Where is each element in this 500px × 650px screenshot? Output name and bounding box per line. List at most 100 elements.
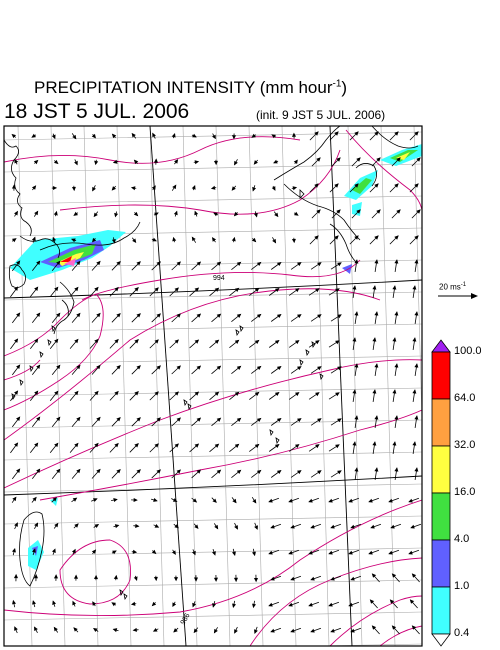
wind-vector-head — [154, 391, 159, 396]
wind-vector-head — [72, 600, 77, 606]
wind-vector-head — [153, 497, 158, 502]
wind-vector-head — [274, 391, 280, 397]
wind-vector-head — [14, 338, 19, 343]
wind-vector-head — [354, 467, 359, 472]
wind-vector-head — [348, 550, 353, 555]
wind-vector-head — [36, 416, 41, 422]
wind-vector-head — [276, 313, 282, 319]
legend-level-label: 4.0 — [454, 533, 470, 545]
wind-vector-head — [16, 416, 21, 422]
wind-vector-head — [330, 576, 335, 581]
coastlines — [4, 126, 419, 601]
wind-vector-head — [315, 288, 320, 293]
wind-vector-head — [131, 132, 136, 138]
wind-vector-head — [348, 498, 353, 503]
wind-vector-head — [214, 339, 220, 344]
wind-vector-head — [231, 551, 236, 557]
wind-vector-head — [411, 573, 417, 578]
wind-vector-head — [388, 550, 393, 555]
wind-vector-head — [111, 238, 116, 244]
wind-vector-head — [389, 599, 395, 604]
wind-vector-head — [394, 311, 399, 316]
wind-vector-head — [394, 235, 399, 240]
wind-vector-head — [310, 524, 315, 529]
wind-vector-head — [231, 236, 236, 242]
wind-vector-head — [193, 577, 199, 582]
wind-vector-head — [36, 364, 41, 370]
wind-vector-head — [33, 159, 39, 165]
wind-vector-head — [354, 415, 359, 420]
wind-vector-head — [372, 389, 377, 394]
wind-vector-head — [214, 391, 220, 396]
wind-vector-head — [174, 391, 179, 396]
wind-vector-head — [372, 441, 377, 446]
wind-vector-head — [76, 416, 81, 422]
wind-vector-head — [350, 576, 355, 581]
wind-vector-head — [274, 287, 280, 293]
wind-vector-head — [251, 551, 256, 557]
wind-vector-head — [412, 285, 417, 290]
wind-vector-head — [216, 365, 222, 370]
wind-vector-head — [74, 286, 79, 292]
wind-vector-head — [71, 238, 76, 243]
wind-scale-exponent: -1 — [460, 282, 467, 288]
wind-vector-head — [114, 338, 119, 344]
wind-vector-head — [396, 157, 401, 162]
wind-vector-head — [135, 523, 140, 528]
wind-vector-head — [136, 469, 141, 474]
wind-vector-head — [270, 628, 275, 633]
wind-vector-head — [176, 261, 181, 266]
wind-vector-head — [310, 576, 315, 581]
wind-vector-head — [76, 260, 81, 266]
wind-vector-head — [317, 470, 322, 475]
wind-vector-head — [317, 314, 322, 319]
wind-vector-head — [191, 185, 196, 190]
wind-vector-head — [31, 185, 37, 190]
wind-vector-head — [288, 498, 293, 503]
wind-vector-head — [348, 602, 353, 607]
wind-vector-head — [194, 210, 199, 216]
wind-vector-head — [16, 312, 21, 318]
wind-vector-head — [36, 468, 41, 474]
wind-vector-head — [297, 366, 302, 371]
wind-vector-head — [256, 313, 262, 319]
wind-vector-head — [14, 286, 19, 291]
valid-time: 18 JST 5 JUL. 2006 — [4, 100, 190, 123]
wind-vector-head — [194, 524, 199, 530]
wind-vector-head — [354, 363, 359, 368]
wind-vector-head — [336, 157, 341, 162]
wind-vector-head — [253, 578, 259, 583]
wind-vector-head — [73, 574, 79, 579]
wind-vector-head — [14, 626, 18, 631]
wind-vector-head — [54, 338, 59, 344]
wind-vector-head — [335, 444, 340, 449]
wind-vector-head — [253, 212, 258, 218]
wind-vector-head — [52, 185, 58, 191]
wind-vector-head — [354, 183, 359, 188]
wind-vector-head — [368, 550, 373, 555]
wind-vector-head — [94, 390, 99, 396]
wind-vector-head — [335, 288, 340, 293]
wind-vector-head — [96, 364, 101, 370]
wind-vector-head — [374, 415, 379, 420]
wind-vectors — [10, 131, 422, 635]
wind-vector-head — [174, 159, 179, 164]
wind-vector-head — [134, 287, 139, 292]
wind-vector-head — [290, 524, 295, 529]
wind-vector-head — [297, 262, 302, 267]
wind-vector-head — [53, 159, 59, 165]
wind-vector-head — [236, 313, 242, 318]
wind-vector-head — [152, 132, 156, 138]
map-body: 994 986 — [4, 126, 422, 646]
contour-label-986: 986 — [180, 612, 192, 626]
wind-vector-head — [414, 467, 419, 472]
wind-vector-head — [234, 160, 238, 166]
wind-vector-head — [56, 468, 61, 474]
wind-vector-head — [71, 548, 76, 554]
wind-vector-head — [234, 287, 240, 292]
wind-vector-head — [136, 313, 141, 318]
wind-vector-head — [96, 260, 101, 266]
wind-vector-head — [176, 313, 181, 318]
wind-vector-head — [73, 627, 78, 632]
